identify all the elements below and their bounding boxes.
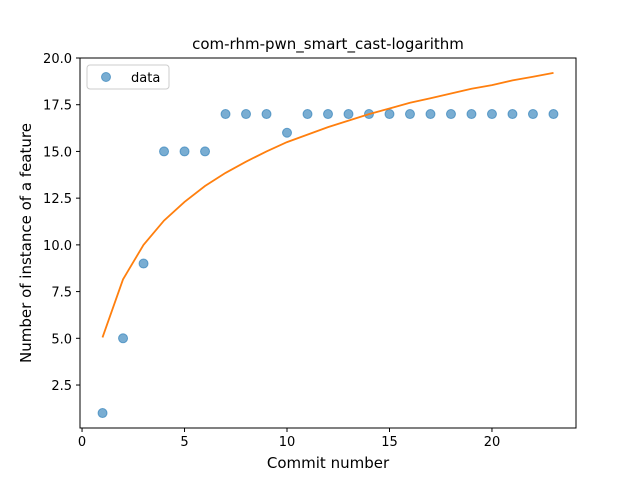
y-tick-label: 17.5 [43,99,72,114]
x-tick-label: 15 [381,435,398,450]
data-point [466,109,477,120]
data-point [507,109,518,120]
data-point [343,109,354,120]
data-point [220,109,231,120]
y-tick-label: 10.0 [43,239,72,254]
fit-curve-line [101,72,554,338]
y-tick-label: 5.0 [51,332,72,347]
data-point [200,146,211,157]
legend: data [86,64,170,90]
data-point [179,146,190,157]
legend-marker-data [101,72,111,82]
y-tick-label: 20.0 [43,52,72,67]
data-point [282,127,293,138]
data-point [118,333,129,344]
data-point [445,109,456,120]
x-tick-label: 5 [180,435,188,450]
data-point [302,109,313,120]
ticks-layer: 0 5 10 15 20 2.5 5.0 7.5 10.0 12.5 15.0 17.5 20.0 [43,52,500,450]
y-tick-label: 2.5 [51,379,72,394]
data-point [486,109,497,120]
data-point [404,109,415,120]
y-axis-label: Number of instance of a feature [17,123,35,363]
data-point [138,258,149,269]
y-tick-label: 7.5 [51,286,72,301]
data-point [384,109,395,120]
data-point [97,408,108,419]
data-point [527,109,538,120]
y-tick-label: 15.0 [43,145,72,160]
y-tick-label: 12.5 [43,192,72,207]
data-point [548,109,559,120]
data-point [159,146,170,157]
legend-label-data: data [131,71,160,86]
x-tick-label: 0 [78,435,86,450]
series-layer [97,72,559,419]
data-point [323,109,333,120]
data-point [241,109,252,120]
chart-title: com-rhm-pwn_smart_cast-logarithm [192,35,464,54]
data-point [261,109,272,120]
data-point [425,109,436,120]
x-axis-label: Commit number [267,454,390,472]
x-tick-label: 10 [279,435,296,450]
plot-frame [79,57,577,429]
plot-area [80,58,576,428]
legend-box [86,64,170,90]
x-tick-label: 20 [484,435,501,450]
